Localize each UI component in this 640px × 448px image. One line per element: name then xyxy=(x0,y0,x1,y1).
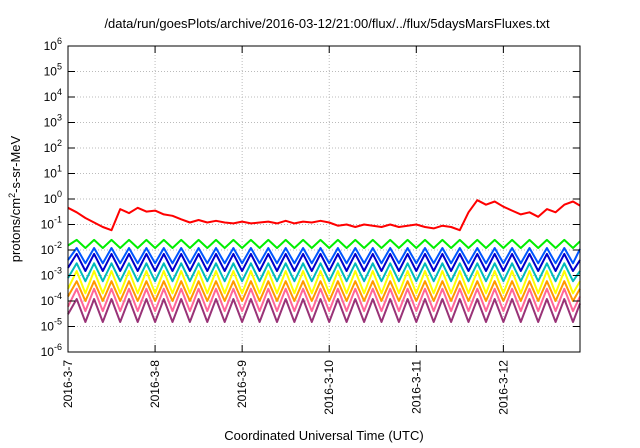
y-tick-base: 10 xyxy=(44,90,58,104)
series-line-9 xyxy=(67,298,581,323)
y-tick-label: 10-1 xyxy=(41,215,62,232)
y-tick-label: 106 xyxy=(44,36,62,53)
y-axis-ticks: 10-610-510-410-310-210-11001011021031041… xyxy=(41,36,580,359)
series-group xyxy=(67,199,581,323)
y-tick-base: 10 xyxy=(44,116,58,130)
y-tick-base: 10 xyxy=(44,65,58,79)
y-tick-label: 10-5 xyxy=(41,317,62,334)
series-line-6 xyxy=(67,270,581,295)
y-tick-label: 10-6 xyxy=(41,342,62,359)
x-tick-label: 2016-3-10 xyxy=(322,360,336,415)
x-tick-label: 2016-3-7 xyxy=(61,360,75,408)
y-tick-base: 10 xyxy=(44,192,58,206)
y-tick-exp: 2 xyxy=(57,138,62,148)
y-tick-label: 101 xyxy=(44,164,62,181)
x-tick-label: 2016-3-12 xyxy=(496,360,510,415)
y-tick-base: 10 xyxy=(41,345,55,359)
series-line-7 xyxy=(67,280,581,302)
y-tick-label: 105 xyxy=(44,62,62,79)
y-tick-label: 104 xyxy=(44,87,62,104)
x-axis-label: Coordinated Universal Time (UTC) xyxy=(224,428,423,443)
x-tick-label: 2016-3-9 xyxy=(235,360,249,408)
y-tick-exp: -4 xyxy=(54,291,62,301)
y-tick-label: 10-4 xyxy=(41,291,62,308)
y-tick-base: 10 xyxy=(44,141,58,155)
y-tick-base: 10 xyxy=(41,218,55,232)
y-tick-exp: -6 xyxy=(54,342,62,352)
y-tick-base: 10 xyxy=(41,243,55,257)
y-tick-exp: 5 xyxy=(57,62,62,72)
y-tick-base: 10 xyxy=(44,167,58,181)
y-axis-label-sup: 2 xyxy=(7,193,17,198)
y-tick-exp: 0 xyxy=(57,189,62,199)
y-tick-label: 103 xyxy=(44,113,62,130)
y-tick-exp: -1 xyxy=(54,215,62,225)
x-axis-ticks: 2016-3-7 2016-3-8 2016-3-9 2016-3-10 2016-3-… xyxy=(61,46,510,415)
chart-title: /data/run/goesPlots/archive/2016-03-12/2… xyxy=(104,16,550,31)
y-tick-label: 100 xyxy=(44,189,62,206)
y-tick-label: 102 xyxy=(44,138,62,155)
y-tick-base: 10 xyxy=(41,269,55,283)
y-axis-label-prefix: protons/cm xyxy=(8,198,23,262)
x-tick-label: 2016-3-11 xyxy=(409,360,423,414)
y-tick-exp: -3 xyxy=(54,266,62,276)
y-tick-exp: 4 xyxy=(57,87,62,97)
series-line-1 xyxy=(67,199,581,232)
y-tick-base: 10 xyxy=(44,39,58,53)
y-tick-exp: 3 xyxy=(57,113,62,123)
series-line-2 xyxy=(67,238,581,249)
x-tick-label: 2016-3-8 xyxy=(148,360,162,408)
y-tick-exp: 6 xyxy=(57,36,62,46)
y-tick-exp: -2 xyxy=(54,240,62,250)
y-tick-exp: 1 xyxy=(57,164,62,174)
y-tick-base: 10 xyxy=(41,320,55,334)
y-tick-base: 10 xyxy=(41,294,55,308)
y-tick-exp: -5 xyxy=(54,317,62,327)
series-line-3 xyxy=(67,247,581,265)
series-line-4 xyxy=(67,252,581,272)
series-line-5 xyxy=(67,262,581,283)
series-line-8 xyxy=(67,287,581,313)
y-tick-label: 10-3 xyxy=(41,266,62,283)
y-axis-label-suffix: -s-sr-MeV xyxy=(8,135,23,192)
y-axis-label: protons/cm2-s-sr-MeV xyxy=(7,135,23,262)
y-tick-label: 10-2 xyxy=(41,240,62,257)
